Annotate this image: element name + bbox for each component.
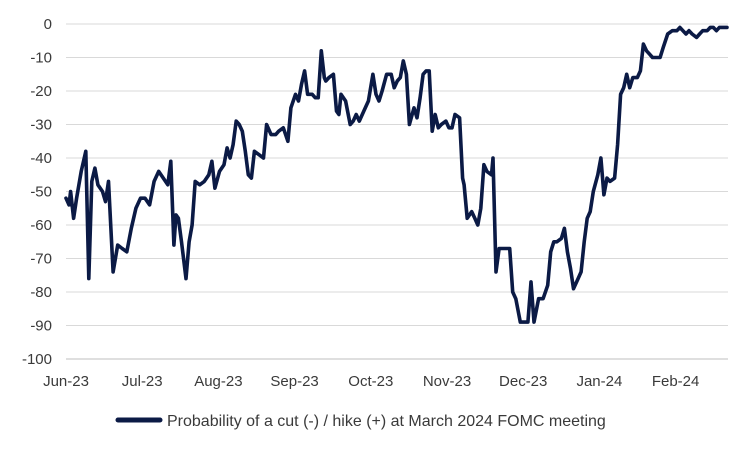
y-tick-label: -50 — [30, 184, 52, 201]
series-layer — [64, 25, 729, 324]
gridlines — [66, 23, 728, 360]
x-tick-label: Feb-24 — [652, 373, 700, 390]
legend-label: Probability of a cut (-) / hike (+) at M… — [167, 413, 606, 430]
x-tick-label: Sep-23 — [270, 373, 318, 390]
x-tick-label: Jul-23 — [122, 373, 163, 390]
y-tick-label: -90 — [30, 318, 52, 335]
y-tick-label: -20 — [30, 83, 52, 100]
y-tick-label: -60 — [30, 217, 52, 234]
legend: Probability of a cut (-) / hike (+) at M… — [115, 413, 606, 430]
y-tick-label: -40 — [30, 150, 52, 167]
x-tick-label: Jun-23 — [43, 373, 89, 390]
x-tick-label: Jan-24 — [576, 373, 622, 390]
x-tick-label: Dec-23 — [499, 373, 547, 390]
x-axis-tick-labels: Jun-23 Jul-23 Aug-23 Sep-23 Oct-23 Nov-23 Dec-… — [43, 373, 699, 390]
x-tick-label: Nov-23 — [423, 373, 471, 390]
y-tick-label: -30 — [30, 117, 52, 134]
y-tick-label: -100 — [22, 351, 52, 368]
y-tick-label: -70 — [30, 251, 52, 268]
y-tick-label: -80 — [30, 284, 52, 301]
y-tick-label: 0 — [44, 16, 52, 33]
y-tick-label: -10 — [30, 50, 52, 67]
series-line — [64, 25, 729, 324]
x-tick-label: Aug-23 — [194, 373, 242, 390]
x-tick-label: Oct-23 — [348, 373, 393, 390]
y-axis-tick-labels: 0 -10 -20 -30 -40 -50 -60 -70 -80 -90 -100 — [22, 16, 52, 368]
